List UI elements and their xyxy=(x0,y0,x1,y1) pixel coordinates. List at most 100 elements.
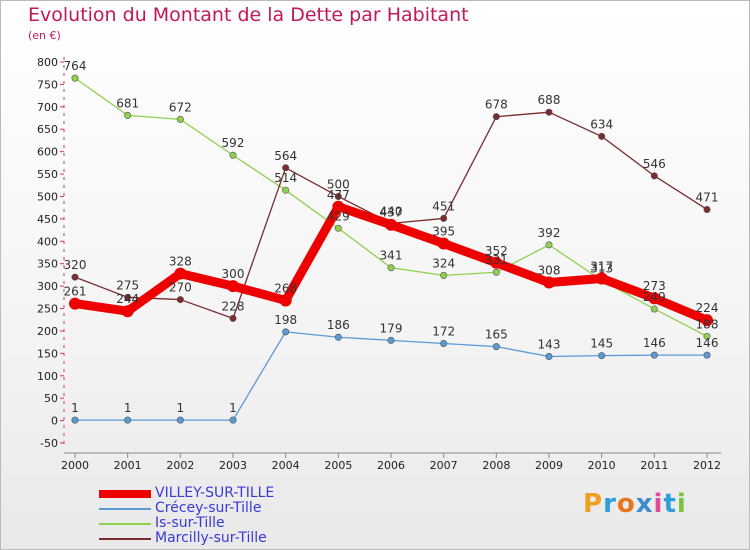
x-tick-label: 2002 xyxy=(166,459,194,472)
data-label: 320 xyxy=(64,258,87,272)
data-label: 249 xyxy=(643,290,666,304)
legend-swatch xyxy=(99,508,151,510)
data-point xyxy=(282,186,290,194)
data-point xyxy=(124,416,132,424)
data-label: 1 xyxy=(177,401,185,415)
data-label: 172 xyxy=(432,324,455,338)
data-point xyxy=(650,351,658,359)
data-point xyxy=(650,172,658,180)
x-tick-label: 2012 xyxy=(693,459,721,472)
data-point xyxy=(387,336,395,344)
data-point xyxy=(176,296,184,304)
data-point xyxy=(282,328,290,336)
data-point xyxy=(227,280,239,293)
legend-label: VILLEY-SUR-TILLE xyxy=(155,485,275,501)
y-tick-label: 700 xyxy=(37,101,58,114)
legend-swatch xyxy=(99,490,151,498)
data-point xyxy=(332,200,345,213)
data-label: 179 xyxy=(380,321,403,335)
data-label: 331 xyxy=(485,253,508,267)
data-label: 764 xyxy=(64,59,87,73)
data-label: 244 xyxy=(116,292,139,306)
data-label: 352 xyxy=(485,244,508,258)
data-label: 1 xyxy=(71,401,79,415)
x-tick-label: 2008 xyxy=(482,459,510,472)
x-tick-label: 2000 xyxy=(61,459,89,472)
data-label: 1 xyxy=(229,401,237,415)
data-label: 678 xyxy=(485,98,508,112)
chart-title: Evolution du Montant de la Dette par Hab… xyxy=(28,4,469,26)
x-tick-label: 2004 xyxy=(272,459,300,472)
data-point xyxy=(229,314,237,322)
data-label: 1 xyxy=(124,401,132,415)
data-label: 186 xyxy=(327,318,350,332)
data-label: 146 xyxy=(696,336,719,350)
data-point xyxy=(701,314,713,327)
data-label: 341 xyxy=(380,249,403,263)
proxiti-logo: Proxiti xyxy=(583,489,687,519)
data-label: 440 xyxy=(380,204,403,218)
data-labels: 261 244 328 300 268 477 437 395 352 308 317 273 224 1… xyxy=(64,59,719,415)
x-tick-label: 2007 xyxy=(430,459,458,472)
data-point xyxy=(437,237,450,250)
y-tick-label: 800 xyxy=(37,56,58,69)
data-point xyxy=(650,305,658,313)
data-point xyxy=(648,292,661,305)
data-label: 564 xyxy=(274,149,297,163)
data-label: 273 xyxy=(643,279,666,293)
data-point xyxy=(545,108,553,116)
data-point xyxy=(174,267,187,280)
data-label: 198 xyxy=(274,313,297,327)
data-point xyxy=(703,205,711,213)
data-label: 688 xyxy=(538,93,561,107)
data-label: 500 xyxy=(327,177,350,191)
logo-letter: i xyxy=(676,489,687,519)
data-point xyxy=(492,113,500,121)
logo-letter: x xyxy=(635,489,654,519)
x-tick-label: 2011 xyxy=(640,459,668,472)
y-tick-label: 300 xyxy=(37,280,58,293)
data-point xyxy=(71,416,79,424)
data-label: 328 xyxy=(169,255,192,269)
data-point xyxy=(598,132,606,140)
logo-letter: i xyxy=(653,489,664,519)
data-point xyxy=(385,218,397,231)
data-label: 324 xyxy=(432,256,455,270)
data-point xyxy=(492,343,500,351)
data-point xyxy=(703,332,711,340)
logo-letter: t xyxy=(663,489,677,519)
y-tick-label: 250 xyxy=(37,303,58,316)
data-label: 268 xyxy=(274,281,297,295)
data-point xyxy=(282,164,290,172)
axes: 8007507006506005505004504003503002502001… xyxy=(37,56,721,472)
y-tick-label: 450 xyxy=(37,213,58,226)
data-point xyxy=(71,273,79,281)
x-tick-label: 2009 xyxy=(535,459,563,472)
x-tick-label: 2005 xyxy=(324,459,352,472)
y-tick-label: 550 xyxy=(37,168,58,181)
x-tick-label: 2001 xyxy=(114,459,142,472)
y-tick-label: 500 xyxy=(37,190,58,203)
data-label: 146 xyxy=(643,336,666,350)
data-point xyxy=(334,224,342,232)
data-label: 317 xyxy=(590,259,613,273)
y-tick-label: 400 xyxy=(37,235,58,248)
data-label: 681 xyxy=(116,96,139,110)
data-label: 300 xyxy=(222,267,245,281)
logo-letter: o xyxy=(616,489,636,519)
data-point xyxy=(387,264,395,272)
unit-label: (en €) xyxy=(28,29,61,42)
data-point xyxy=(440,271,448,279)
data-label: 275 xyxy=(116,278,139,292)
data-point xyxy=(492,268,500,276)
data-label: 451 xyxy=(432,199,455,213)
data-label: 546 xyxy=(643,157,666,171)
data-label: 145 xyxy=(590,337,613,351)
data-point xyxy=(121,305,134,318)
data-point xyxy=(595,272,608,285)
y-tick-label: 350 xyxy=(37,258,58,271)
data-label: 165 xyxy=(485,328,508,342)
data-point xyxy=(176,115,184,123)
y-tick-label: 600 xyxy=(37,146,58,159)
data-label: 672 xyxy=(169,100,192,114)
